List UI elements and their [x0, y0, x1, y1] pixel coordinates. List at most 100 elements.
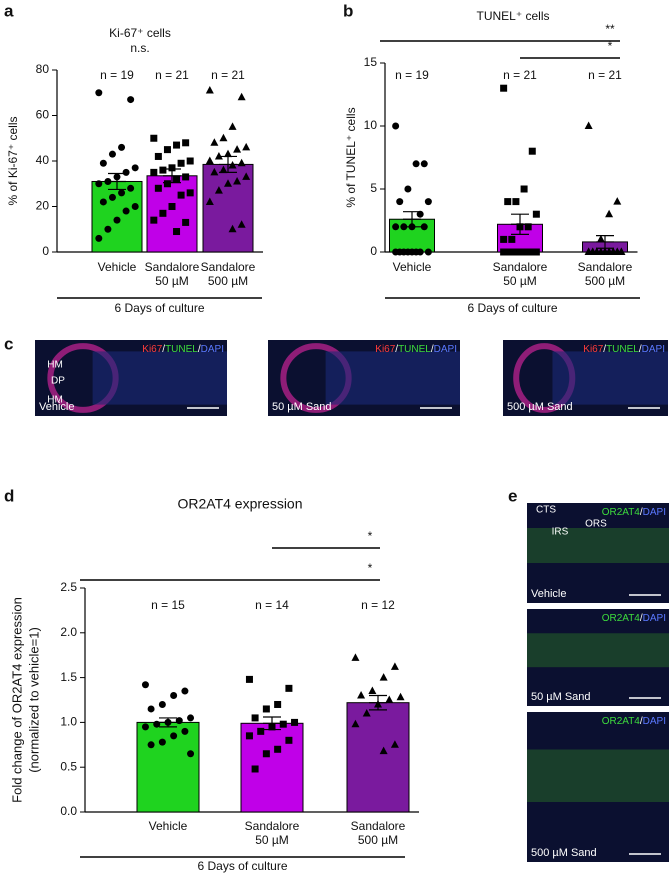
data-point [500, 248, 508, 256]
data-point [385, 695, 394, 703]
stain-label-part: / [162, 344, 165, 355]
group-label: 6 Days of culture [197, 859, 287, 873]
data-point [508, 248, 516, 256]
group-label: 6 Days of culture [114, 301, 204, 315]
data-point [420, 223, 428, 231]
data-point [242, 142, 251, 151]
micrograph-caption: Vehicle [39, 401, 74, 413]
data-point [424, 248, 432, 256]
data-point [186, 189, 194, 197]
stain-label-part: DAPI [434, 344, 457, 355]
data-point [274, 700, 282, 708]
data-point [122, 168, 130, 176]
stain-label-part: DAPI [643, 507, 666, 518]
significance-label: ** [605, 22, 615, 36]
tissue [92, 351, 227, 405]
y-tick-label: 5 [370, 181, 377, 195]
data-point [168, 164, 176, 172]
data-point [374, 699, 382, 708]
data-point [524, 223, 532, 231]
micrograph-caption: 50 µM Sand [272, 401, 332, 413]
data-point [528, 147, 536, 155]
data-point [224, 149, 232, 158]
significance-label: * [368, 529, 373, 543]
panel-letter: e [508, 486, 517, 505]
data-point [210, 138, 219, 146]
data-point [205, 197, 214, 205]
data-point [291, 718, 299, 726]
data-point [257, 727, 265, 735]
data-point [108, 193, 116, 201]
data-point [113, 173, 121, 181]
data-point [396, 198, 404, 206]
y-axis-label: (normalized to vehicle=1) [26, 627, 41, 773]
data-point [412, 160, 420, 168]
data-point [99, 159, 107, 167]
y-tick-label: 0.0 [60, 804, 77, 818]
n-label: n = 21 [588, 68, 622, 82]
data-point [205, 156, 214, 164]
n-label: n = 14 [255, 598, 289, 612]
data-point [408, 248, 416, 256]
data-point [362, 708, 371, 717]
data-point [113, 216, 121, 224]
chart-title: TUNEL⁺ cells [476, 9, 549, 23]
stain-label-part: Ki67 [583, 344, 603, 355]
data-point [584, 121, 593, 129]
data-point [237, 158, 246, 167]
micrograph-caption: 50 µM Sand [531, 691, 591, 703]
tissue [527, 749, 669, 802]
y-tick-label: 80 [36, 62, 50, 76]
data-point [390, 662, 399, 670]
data-point [187, 714, 195, 722]
n-label: n = 15 [151, 598, 185, 612]
data-point [408, 223, 416, 231]
data-point [170, 692, 178, 700]
micrograph-annotation: IRS [552, 527, 569, 538]
data-point [104, 177, 112, 185]
data-point [404, 185, 412, 193]
y-axis-label: Fold change of OR2AT4 expression [9, 597, 24, 803]
chart-title: OR2AT4 expression [177, 496, 302, 512]
tissue [552, 351, 668, 405]
data-point [131, 203, 139, 210]
data-point [392, 248, 400, 256]
data-point [508, 235, 516, 243]
micrograph-caption: 500 µM Sand [507, 401, 573, 413]
tissue [325, 351, 460, 405]
stain-label-part: OR2AT4 [602, 716, 641, 727]
stain-label-part: DAPI [643, 613, 666, 624]
data-point [596, 234, 605, 243]
data-point [214, 151, 223, 160]
data-point [368, 686, 377, 695]
data-point [219, 133, 228, 142]
y-axis-label: % of Ki-67⁺ cells [6, 116, 20, 205]
data-point [147, 705, 155, 713]
data-point [228, 161, 237, 169]
data-point [504, 198, 512, 206]
data-point [95, 234, 103, 242]
data-point [520, 185, 528, 193]
data-point [173, 141, 181, 149]
micrograph-caption: Vehicle [531, 588, 566, 600]
x-tick-label: Sandalore 500 µM [200, 260, 256, 288]
data-point [512, 198, 520, 206]
stain-label-part: TUNEL [398, 344, 431, 355]
stain-label: OR2AT4/DAPI [602, 613, 666, 624]
data-point [251, 765, 259, 773]
stain-label-part: / [198, 344, 201, 355]
micrograph-annotation: CTS [536, 505, 556, 516]
stain-label-part: / [395, 344, 398, 355]
data-point [245, 675, 253, 683]
n-label: n = 21 [503, 68, 537, 82]
data-point [147, 741, 155, 749]
data-point [268, 723, 276, 731]
data-point [131, 164, 139, 172]
stain-label: OR2AT4/DAPI [602, 716, 666, 727]
data-point [170, 732, 178, 740]
data-point [177, 159, 185, 167]
data-point [504, 248, 512, 256]
data-point [392, 122, 400, 130]
y-tick-label: 0 [42, 244, 49, 258]
